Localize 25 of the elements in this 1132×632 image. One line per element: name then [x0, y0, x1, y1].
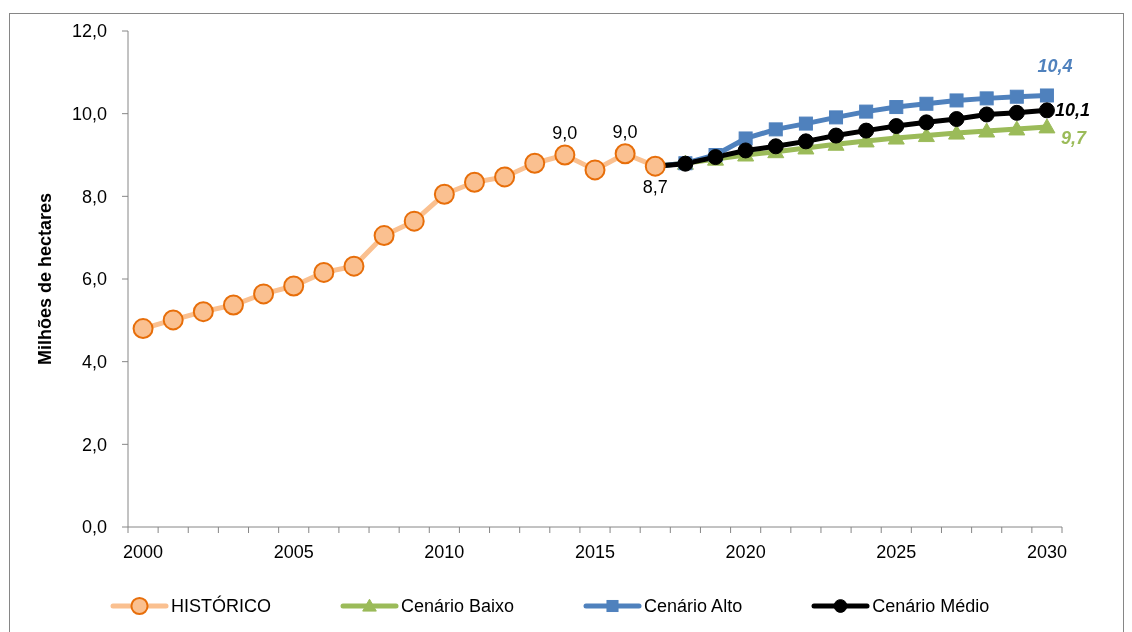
- legend-label: Cenário Baixo: [401, 595, 515, 617]
- x-tick-label: 2000: [123, 541, 164, 562]
- legend-label: Cenário Alto: [644, 595, 743, 617]
- y-tick-label: 4,0: [81, 352, 107, 373]
- data-label: 10,1: [1054, 100, 1090, 121]
- y-axis-title: Milhões de hectares: [35, 192, 55, 366]
- data-label: 9,0: [612, 121, 638, 142]
- data-label: 9,7: [1060, 127, 1087, 148]
- y-tick-label: 8,0: [81, 186, 107, 207]
- x-tick-label: 2005: [273, 541, 314, 562]
- y-tick-label: 10,0: [71, 104, 107, 125]
- y-tick-label: 6,0: [81, 269, 107, 290]
- legend-label: Cenário Médio: [872, 595, 990, 617]
- x-tick-label: 2015: [574, 541, 616, 562]
- y-tick-label: 0,0: [81, 517, 107, 538]
- legend-label: HISTÓRICO: [171, 595, 272, 617]
- data-label: 9,0: [552, 123, 578, 143]
- x-tick-label: 2025: [876, 541, 917, 562]
- y-tick-label: 12,0: [71, 21, 107, 42]
- data-label: 10,4: [1037, 56, 1073, 77]
- data-label: 8,7: [642, 177, 668, 198]
- x-tick-label: 2030: [1026, 541, 1067, 562]
- x-tick-label: 2010: [424, 541, 465, 562]
- x-tick-label: 2020: [725, 541, 766, 562]
- y-tick-label: 2,0: [81, 434, 107, 455]
